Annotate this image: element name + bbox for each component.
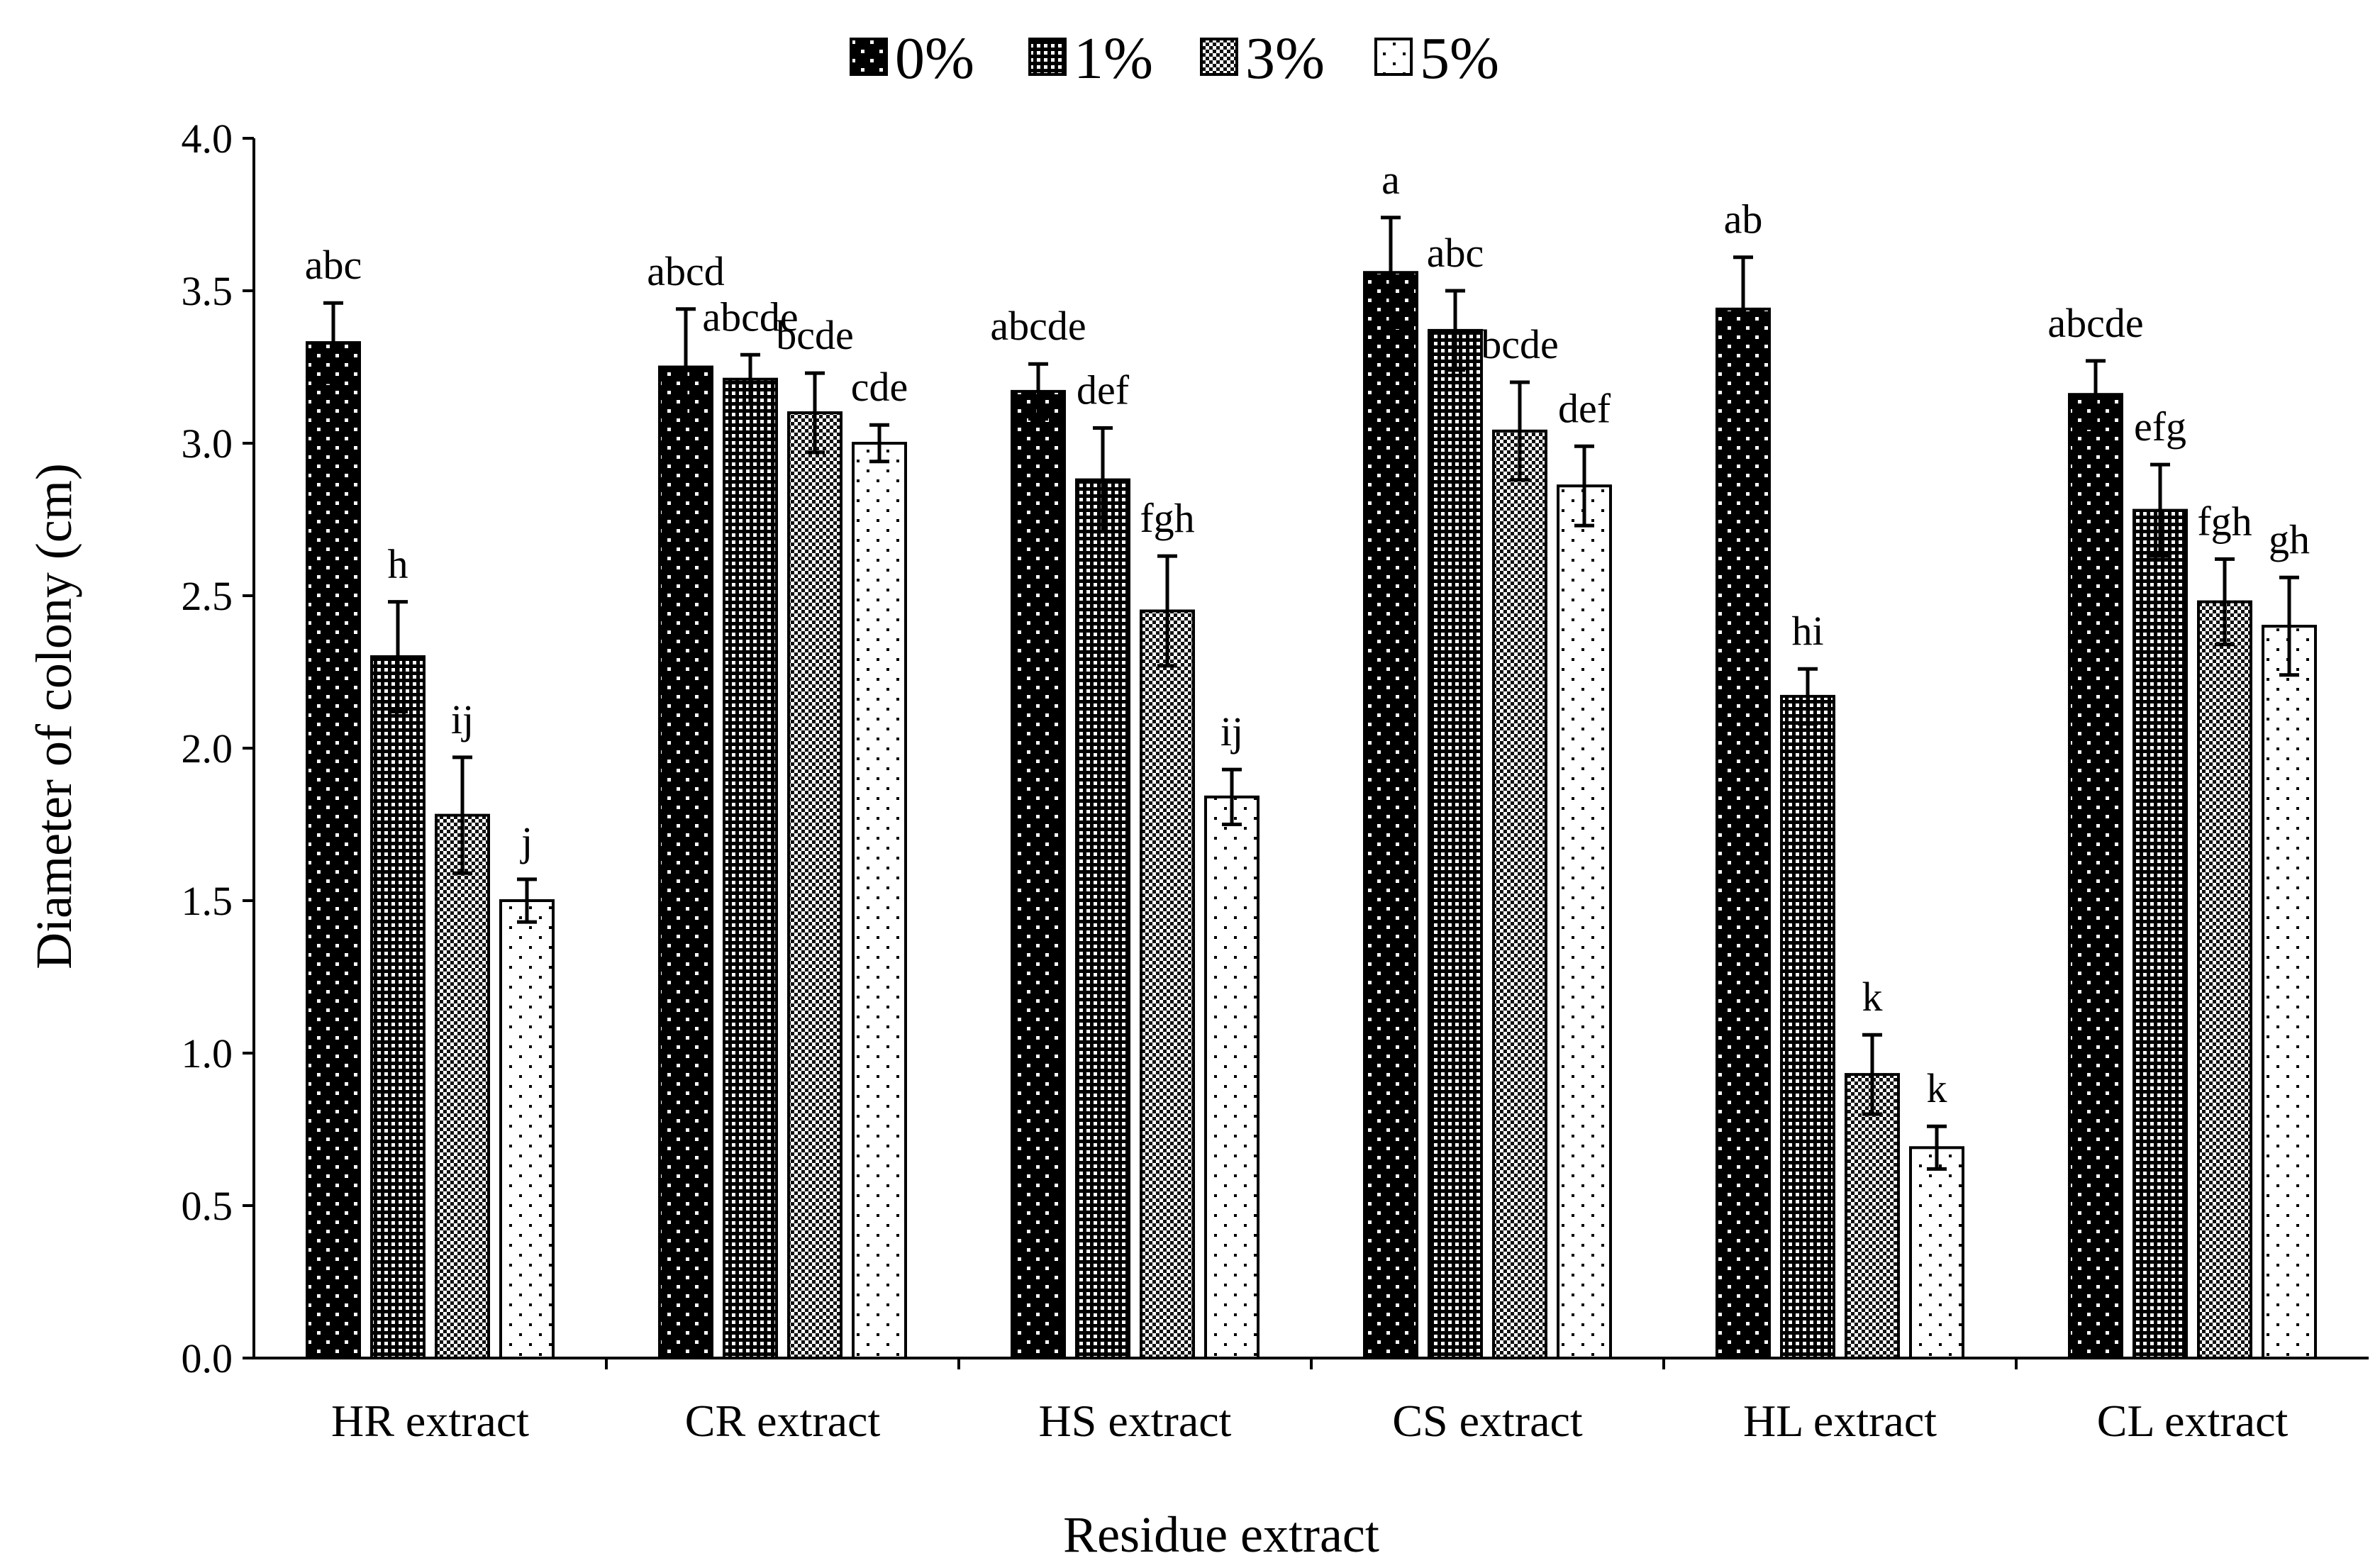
legend-label-3pct: 3% (1245, 26, 1325, 91)
legend-swatch-1pct (1028, 38, 1067, 76)
bar-cr-0pct (658, 365, 713, 1359)
bar-hs-1pct (1075, 478, 1130, 1359)
bar-hs-3pct (1140, 609, 1195, 1359)
significance-label: k (1862, 974, 1883, 1020)
y-tick-label: 2.0 (182, 725, 233, 772)
significance-label: cde (851, 364, 908, 410)
significance-label: ab (1724, 196, 1763, 243)
significance-label: ij (1220, 708, 1243, 755)
bar-cr-3pct (787, 411, 843, 1359)
y-tick-label: 0.0 (182, 1335, 233, 1381)
bar-cs-3pct (1492, 429, 1547, 1359)
legend: 0% 1% 3% 5% (850, 26, 1499, 91)
y-tick-label: 0.5 (182, 1183, 233, 1229)
legend-label-0pct: 0% (895, 26, 974, 91)
bar-cl-1pct (2132, 508, 2188, 1359)
x-category-label: CR extract (685, 1396, 881, 1446)
legend-swatch-3pct (1200, 38, 1238, 76)
x-axis-title: Residue extract (1063, 1506, 1379, 1563)
significance-label: abcde (702, 294, 798, 340)
x-category-label: HR extract (331, 1396, 529, 1446)
bar-hr-1pct (370, 655, 426, 1359)
x-category-label: CL extract (2097, 1396, 2289, 1446)
significance-label: h (388, 541, 408, 587)
significance-label: abcde (990, 303, 1086, 349)
significance-label: def (1077, 367, 1130, 413)
x-category-label: HS extract (1039, 1396, 1232, 1446)
legend-swatch-5pct (1374, 38, 1413, 76)
legend-label-1pct: 1% (1074, 26, 1153, 91)
x-category-label: CS extract (1392, 1396, 1583, 1446)
significance-label: efg (2134, 404, 2186, 450)
bar-hr-3pct (435, 813, 490, 1359)
y-tick-label: 1.5 (182, 878, 233, 924)
plot-area: 0.00.51.01.52.02.53.03.54.0HR extractabc… (182, 116, 2369, 1446)
y-tick-label: 4.0 (182, 116, 233, 162)
y-tick-label: 1.0 (182, 1030, 233, 1077)
bar-cr-1pct (723, 377, 778, 1360)
significance-label: j (520, 818, 533, 864)
significance-label: ij (451, 696, 474, 742)
significance-label: a (1381, 157, 1400, 203)
y-tick-label: 2.5 (182, 573, 233, 619)
y-tick-label: 3.5 (182, 268, 233, 314)
significance-label: k (1927, 1065, 1947, 1111)
bar-cs-0pct (1363, 271, 1418, 1360)
x-category-label: HL extract (1743, 1396, 1937, 1446)
bar-hr-0pct (306, 341, 361, 1360)
significance-label: fgh (2197, 498, 2252, 544)
bar-cs-1pct (1428, 328, 1483, 1359)
significance-label: bcde (776, 312, 854, 358)
significance-label: abc (305, 242, 362, 288)
significance-label: fgh (1140, 495, 1194, 541)
bar-cl-3pct (2197, 600, 2252, 1359)
bar-hl-5pct (1909, 1146, 1964, 1360)
significance-label: hi (1791, 608, 1823, 654)
bar-hs-5pct (1204, 795, 1259, 1360)
bar-hl-0pct (1716, 307, 1771, 1359)
legend-label-5pct: 5% (1420, 26, 1499, 91)
significance-label: gh (2269, 516, 2310, 562)
bar-hr-5pct (499, 899, 555, 1359)
bar-hs-0pct (1011, 389, 1066, 1359)
legend-swatch-0pct (850, 38, 888, 76)
bar-hl-1pct (1780, 694, 1835, 1359)
y-tick-label: 3.0 (182, 421, 233, 467)
bar-cs-5pct (1557, 484, 1612, 1360)
y-axis-title: Diameter of colony (cm) (26, 463, 82, 969)
bar-hl-3pct (1845, 1073, 1900, 1359)
significance-label: abcd (647, 248, 725, 294)
significance-label: bcde (1481, 321, 1559, 367)
significance-label: abcde (2047, 300, 2143, 346)
significance-label: abc (1427, 230, 1484, 276)
significance-label: def (1558, 385, 1611, 431)
bar-cl-5pct (2262, 625, 2317, 1359)
bar-cr-5pct (852, 442, 907, 1359)
bar-cl-0pct (2068, 393, 2123, 1360)
